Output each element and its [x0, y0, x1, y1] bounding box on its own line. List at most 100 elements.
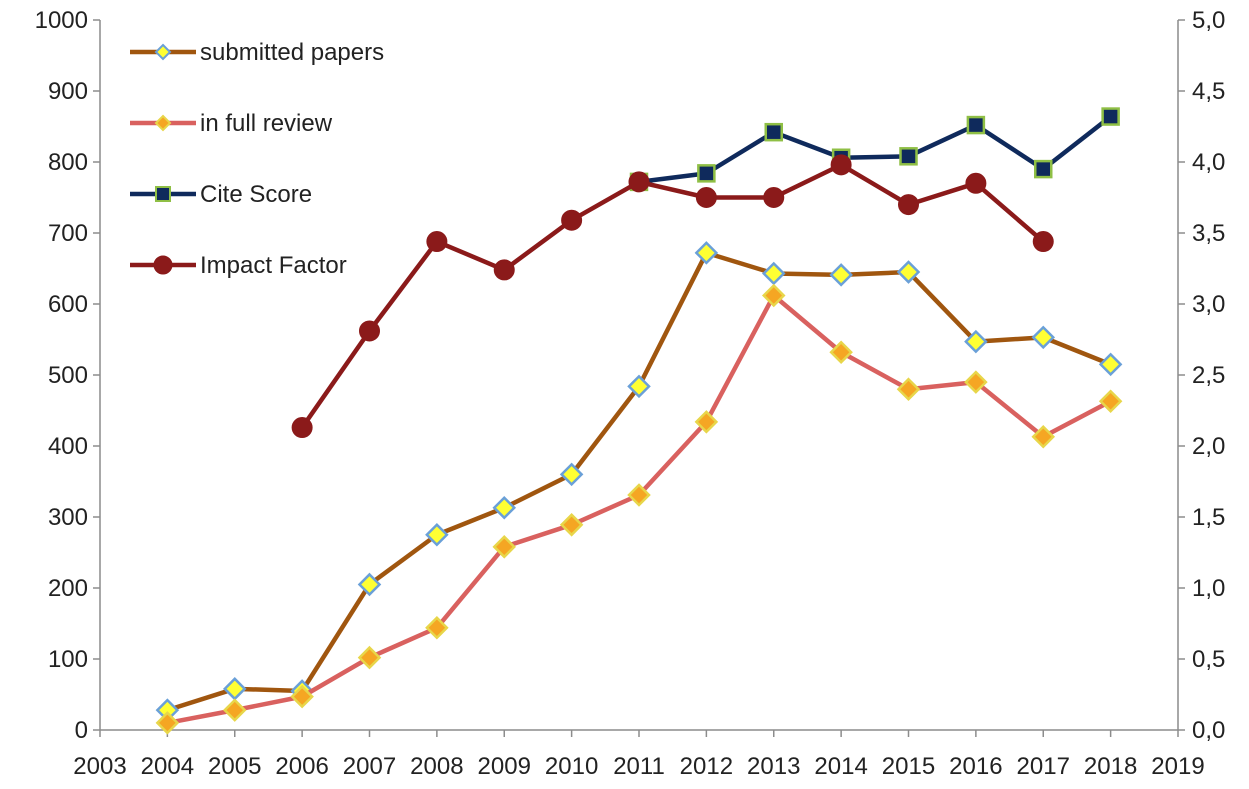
x-tick-label: 2011 — [613, 753, 665, 780]
data-point — [695, 187, 717, 208]
legend-swatch-marker — [154, 43, 172, 61]
data-point — [964, 370, 988, 394]
x-tick-label: 2016 — [949, 753, 1002, 780]
y-tick-label-right: 3,5 — [1192, 220, 1225, 247]
data-point — [1032, 231, 1054, 253]
y-tick-label-right: 1,0 — [1192, 575, 1225, 602]
data-point — [896, 377, 921, 401]
y-tick-label-right: 2,0 — [1192, 433, 1225, 460]
x-tick-label: 2013 — [747, 753, 800, 780]
data-point — [492, 535, 517, 559]
y-tick-label-right: 0,5 — [1192, 646, 1225, 673]
data-point — [627, 374, 651, 399]
legend-swatch-marker — [153, 255, 173, 275]
data-point — [694, 241, 719, 265]
y-tick-label-right: 0,0 — [1192, 717, 1225, 744]
series-line — [166, 293, 1112, 726]
legend-swatch-marker — [155, 186, 171, 202]
data-point — [561, 209, 583, 231]
y-tick-label-left: 900 — [48, 78, 88, 105]
legend-label: in full review — [200, 110, 333, 137]
data-point — [627, 483, 651, 507]
data-point — [763, 187, 785, 208]
x-tick-label: 2008 — [410, 753, 463, 780]
data-point — [559, 513, 584, 537]
data-point — [493, 259, 515, 281]
legend-item: in full review — [130, 110, 333, 137]
data-point — [966, 115, 986, 135]
data-point — [222, 677, 247, 701]
x-tick-label: 2014 — [814, 753, 867, 780]
data-point — [425, 615, 449, 640]
y-tick-label-left: 200 — [48, 575, 88, 602]
data-point — [697, 164, 716, 183]
x-tick-label: 2018 — [1084, 753, 1137, 780]
y-tick-label-left: 300 — [48, 504, 88, 531]
y-tick-label-left: 800 — [48, 149, 88, 176]
series-impact-factor — [291, 154, 1054, 439]
y-tick-label-right: 1,5 — [1192, 504, 1225, 531]
data-point — [899, 147, 918, 166]
series-submitted-papers — [155, 241, 1123, 722]
series-line — [166, 250, 1112, 713]
data-point — [965, 172, 987, 194]
data-point — [425, 522, 449, 547]
y-tick-label-left: 400 — [48, 433, 88, 460]
data-point — [359, 320, 380, 342]
axes-layer: 0 100 200 300 400 500 600 700 800 900 1000 0,0 0,5 1,… — [35, 7, 1226, 780]
legend-label: Cite Score — [200, 181, 312, 208]
y-tick-label-right: 4,0 — [1192, 149, 1225, 176]
data-point — [830, 154, 852, 176]
data-point — [628, 171, 650, 193]
data-point — [761, 261, 786, 286]
data-point — [829, 340, 853, 365]
data-point — [694, 410, 719, 434]
y-tick-label-right: 2,5 — [1192, 362, 1225, 389]
y-tick-label-right: 4,5 — [1192, 78, 1225, 105]
legend-item: submitted papers — [130, 39, 384, 66]
x-tick-label: 2015 — [882, 753, 935, 780]
y-tick-label-right: 3,0 — [1192, 291, 1225, 318]
data-point — [492, 496, 517, 520]
y-tick-label-left: 0 — [75, 717, 88, 744]
series-cite-score — [629, 107, 1120, 192]
data-point — [155, 711, 180, 735]
data-point — [559, 462, 584, 487]
legend-item: Impact Factor — [130, 252, 347, 279]
x-tick-label: 2012 — [680, 753, 733, 780]
data-point — [1101, 107, 1120, 126]
y-tick-label-right: 5,0 — [1192, 7, 1225, 34]
data-point — [829, 263, 853, 287]
data-point — [426, 231, 448, 253]
series-in-full-review — [155, 283, 1123, 735]
data-point — [1031, 325, 1056, 350]
data-point — [964, 329, 988, 354]
x-tick-label: 2005 — [208, 753, 261, 780]
x-tick-label: 2004 — [141, 753, 194, 780]
data-point — [896, 260, 921, 284]
y-tick-label-left: 500 — [48, 362, 88, 389]
x-tick-label: 2003 — [73, 753, 126, 780]
data-point — [1098, 389, 1123, 414]
legend-item: Cite Score — [130, 181, 312, 208]
x-tick-label: 2010 — [545, 753, 598, 780]
data-point — [357, 645, 382, 670]
y-tick-label-left: 700 — [48, 220, 88, 247]
legend-label: submitted papers — [200, 39, 384, 66]
data-point — [290, 684, 314, 709]
x-tick-label: 2017 — [1017, 753, 1070, 780]
data-point — [761, 283, 786, 308]
legend-swatch-marker — [154, 114, 172, 132]
y-tick-label-left: 600 — [48, 291, 88, 318]
x-tick-label: 2009 — [478, 753, 531, 780]
series-line — [300, 162, 1045, 429]
legend-label: Impact Factor — [200, 252, 347, 279]
data-point — [1098, 352, 1123, 377]
series-layer — [155, 107, 1123, 735]
x-tick-label: 2019 — [1151, 753, 1204, 780]
data-point — [764, 122, 783, 142]
x-tick-label: 2007 — [343, 753, 396, 780]
legend: submitted papers in full review Cite Score… — [130, 39, 384, 279]
